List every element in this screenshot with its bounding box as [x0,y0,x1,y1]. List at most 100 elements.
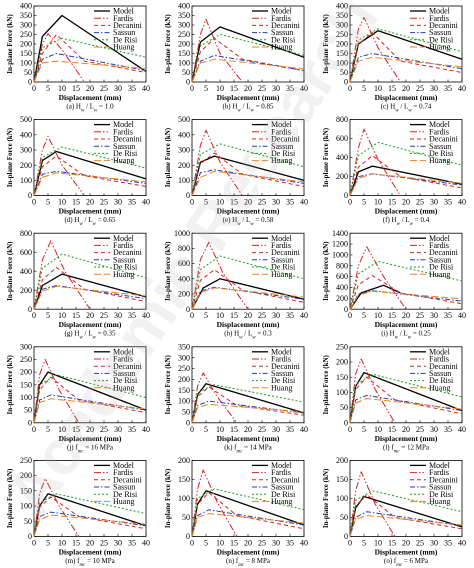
x-tick-label: 25 [100,425,108,434]
caption-end: = 10 MPa [85,557,115,565]
x-tick-label: 20 [402,538,410,547]
caption-main: (f) H [383,216,397,224]
x-tick-label: 25 [258,198,266,207]
series-line-decanini [33,496,147,537]
x-tick-label: 40 [142,538,150,547]
legend-label: Sassun [271,483,293,492]
x-tick-label: 20 [244,538,252,547]
series-line-huang [191,403,305,423]
caption-subscript: w [408,108,412,113]
chart-caption: (h) Hw / Lw = 0.3 [224,330,272,341]
chart-caption: (c) Hw / Lw = 0.74 [381,103,432,114]
legend-label: De Risi [429,490,454,499]
x-axis-label: Displacement (mm) [217,93,280,102]
chart-caption: (f) Hw / Lw = 0.4 [383,216,430,227]
y-tick-label: 150 [178,386,190,395]
y-tick-label: 400 [178,2,190,11]
x-tick-label: 40 [458,198,466,207]
series-line-de-risi [191,255,305,310]
caption-end: = 0.74 [412,103,432,111]
legend-label: Decanini [113,21,143,30]
x-tick-label: 5 [46,425,50,434]
x-tick-label: 25 [416,538,424,547]
x-tick-label: 35 [128,311,136,320]
series-line-de-risi [191,488,305,537]
caption-end: = 12 MPa [400,443,430,451]
x-axis-label: Displacement (mm) [375,434,438,443]
series-line-fardis [349,16,401,83]
x-tick-label: 30 [272,198,280,207]
chart-panel: 0 50 100 150 200 0 5 10 15 20 25 30 35 40 In-plane For… [322,456,466,567]
chart-caption: (k) fmc = 14 MPa [224,443,272,454]
legend-label: Model [271,234,293,243]
series-line-sassun [191,54,305,83]
y-tick-label: 400 [336,283,348,292]
legend-label: Sassun [113,369,135,378]
x-tick-label: 30 [272,538,280,547]
x-tick-label: 30 [430,425,438,434]
legend-label: De Risi [271,149,296,158]
legend-label: Sassun [271,369,293,378]
x-tick-label: 25 [258,425,266,434]
series-line-model [33,371,147,423]
legend-label: Fardis [271,14,291,23]
legend-label: Fardis [113,468,133,477]
x-tick-label: 40 [142,84,150,93]
y-tick-label: 100 [178,494,190,503]
x-axis-label: Displacement (mm) [217,434,280,443]
caption-main: (j) f [67,443,78,451]
y-tick-label: 100 [178,59,190,68]
caption-subscript: w [395,108,399,113]
y-tick-label: 150 [178,475,190,484]
legend-label: Sassun [429,142,451,151]
series-line-model [191,278,305,310]
y-axis-label: In-plane Force (kN) [164,354,172,414]
y-tick-label: 300 [20,342,32,351]
chart-panel: 0 50 100 150 200 0 5 10 15 20 25 30 35 40 In-plane For… [164,456,308,567]
series-line-de-risi [349,373,463,423]
series-line-decanini [349,376,463,423]
x-tick-label: 40 [458,311,466,320]
y-tick-label: 50 [182,513,190,522]
y-tick-label: 0 [344,532,348,541]
legend-label: Model [271,7,293,16]
x-tick-label: 30 [272,425,280,434]
caption-subscript: mc [238,562,245,567]
chart-panel: 0 200 400 600 800 0 5 10 15 20 25 30 35 40 In-plane Fo… [6,229,150,340]
series-line-fardis [191,129,243,196]
x-tick-label: 35 [128,84,136,93]
legend-label: Sassun [113,483,135,492]
legend-label: Model [429,120,451,129]
legend-label: Sassun [429,28,451,37]
x-tick-label: 0 [190,311,194,320]
y-tick-label: 400 [20,2,32,11]
x-tick-label: 10 [374,538,382,547]
y-tick-label: 50 [182,408,190,417]
chart-panel: 0 200 400 600 800 0 5 10 15 20 25 30 35 40 In-plane Fo… [322,115,466,226]
x-tick-label: 35 [286,84,294,93]
y-axis-label: In-plane Force (kN) [6,354,14,414]
x-axis-label: Displacement (mm) [59,93,122,102]
series-line-model [33,273,147,310]
legend-label: De Risi [113,376,138,385]
y-tick-label: 250 [178,30,190,39]
chart-caption: (g) Hw / Lw = 0.35 [64,330,116,341]
series-line-huang [33,285,147,310]
y-tick-label: 1000 [174,229,190,238]
y-axis-label: In-plane Force (kN) [6,14,14,74]
x-tick-label: 25 [100,198,108,207]
x-tick-label: 0 [348,198,352,207]
legend-label: De Risi [113,149,138,158]
series-line-huang [33,398,147,423]
series-line-sassun [349,290,463,310]
legend-label: Huang [271,497,292,506]
x-tick-label: 15 [230,198,238,207]
y-tick-label: 200 [336,172,348,181]
x-tick-label: 0 [190,425,194,434]
y-tick-label: 0 [186,418,190,427]
y-tick-label: 150 [178,49,190,58]
series-line-fardis [191,18,243,83]
legend-label: Decanini [429,248,459,257]
y-tick-label: 1200 [332,240,348,249]
